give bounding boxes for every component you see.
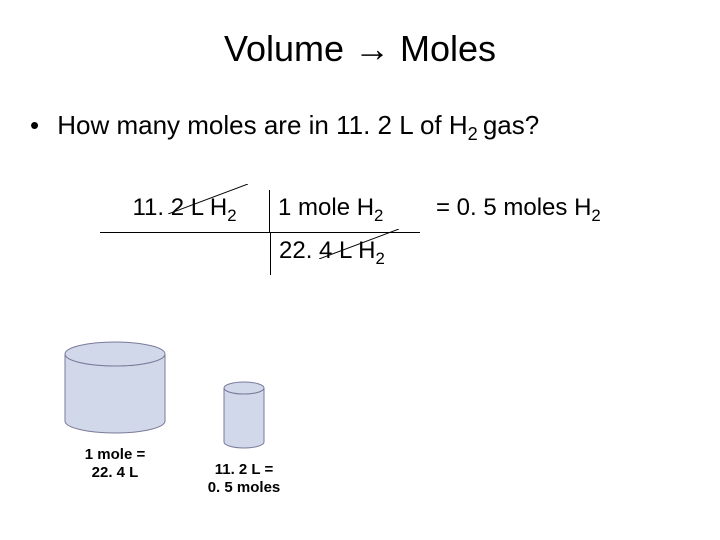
calc-result: = 0. 5 moles H2 xyxy=(420,190,601,226)
cell2b-text: 22. 4 L H xyxy=(279,237,376,264)
cyl-small-label1: 11. 2 L = xyxy=(215,461,274,478)
calc-top-row: 11. 2 L H2 1 mole H2 = 0. 5 moles H2 xyxy=(100,190,601,233)
calc-cell-numerator: 1 mole H2 xyxy=(270,190,420,233)
cylinder-big: 1 mole = 22. 4 L xyxy=(60,340,170,482)
cylinder-big-label: 1 mole = 22. 4 L xyxy=(60,446,170,482)
slide-title: Volume → Moles xyxy=(0,0,720,70)
result-sub: 2 xyxy=(591,206,600,225)
cyl-big-label1: 1 mole = xyxy=(85,446,145,463)
cell1-sub: 2 xyxy=(227,206,236,225)
title-arrow: → xyxy=(354,28,390,69)
cell2-sub: 2 xyxy=(374,206,383,225)
cyl-small-label2: 0. 5 moles xyxy=(208,479,281,496)
question-pre: How many moles are in 11. 2 L of H xyxy=(57,110,467,140)
calc-bottom-row: 22. 4 L H2 xyxy=(100,233,601,275)
title-part2: Moles xyxy=(390,28,496,69)
question-line: • How many moles are in 11. 2 L of H2 ga… xyxy=(0,70,720,145)
cell2b-sub: 2 xyxy=(376,249,385,268)
cyl-big-label2: 22. 4 L xyxy=(92,464,139,481)
calc-cell-given: 11. 2 L H2 xyxy=(100,190,270,233)
calculation-block: 11. 2 L H2 1 mole H2 = 0. 5 moles H2 22.… xyxy=(100,190,601,275)
calc-cell-denominator: 22. 4 L H2 xyxy=(270,233,420,275)
cylinder-small-shape xyxy=(220,380,268,450)
cell1-text: 11. 2 L H xyxy=(132,194,227,221)
cell2-text: 1 mole H xyxy=(278,194,374,221)
bullet-icon: • xyxy=(30,110,50,141)
title-part1: Volume xyxy=(224,28,354,69)
question-post: gas? xyxy=(483,110,539,140)
result-text: = 0. 5 moles H xyxy=(436,194,591,221)
cylinder-big-shape xyxy=(60,340,170,435)
question-sub: 2 xyxy=(468,124,483,144)
cylinder-small-label: 11. 2 L = 0. 5 moles xyxy=(204,461,284,497)
cylinder-small: 11. 2 L = 0. 5 moles xyxy=(220,380,284,497)
